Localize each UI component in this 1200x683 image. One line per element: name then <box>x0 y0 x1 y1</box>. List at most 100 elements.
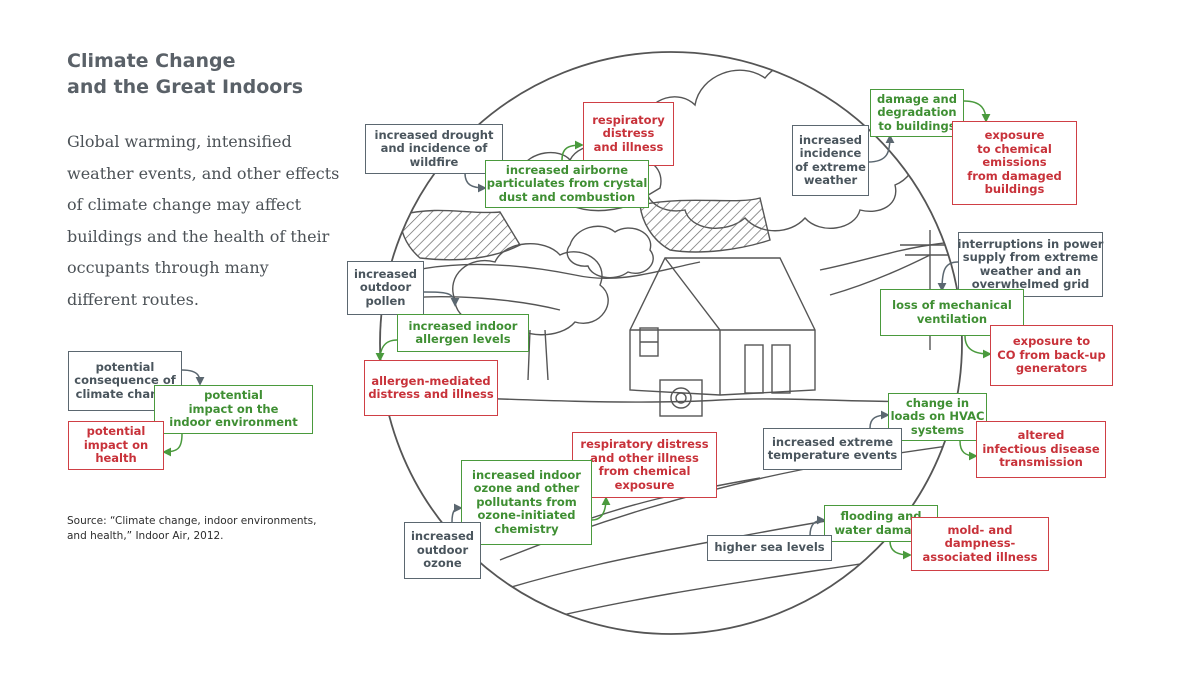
smoke-hatch <box>639 197 771 253</box>
box-line: chemistry <box>494 521 559 536</box>
box-line: damage and <box>877 91 957 106</box>
house-outline <box>629 257 816 396</box>
box-line: to chemical <box>977 141 1052 156</box>
box-line: to buildings <box>878 118 956 133</box>
page-title: Climate Change and the Great Indoors <box>67 48 347 100</box>
allergen-illness-box: allergen-mediated distress and illness <box>364 360 498 416</box>
box-line: systems <box>910 422 965 437</box>
box-line: increased <box>410 529 475 544</box>
tree-shape <box>566 225 654 279</box>
legend-health-box: potential impact on health <box>68 421 164 470</box>
box-line: weather and an <box>979 263 1082 278</box>
arrow-connector <box>964 335 992 359</box>
smoke-hatch <box>399 209 521 261</box>
intro-line: Global warming, intensified <box>67 132 292 151</box>
arrow-connector <box>561 140 584 161</box>
chemical-emissions-box: exposure to chemical emissions from dama… <box>952 121 1077 205</box>
box-line: change in <box>905 395 970 410</box>
arrow-connector <box>423 291 460 307</box>
box-line: outdoor <box>416 542 469 557</box>
arrow-connector <box>889 540 912 560</box>
box-line: temperature events <box>767 448 898 462</box>
extreme-weather-box: increased incidence of extreme weather <box>792 125 869 196</box>
arrows <box>162 100 992 560</box>
box-line: increased drought <box>374 127 494 142</box>
box-line: mold- and <box>947 522 1013 537</box>
box-line: water damage <box>834 522 928 537</box>
box-line: ozone <box>423 556 462 571</box>
co-exposure-box: exposure to CO from back-up generators <box>990 325 1113 386</box>
arrow-connector <box>375 339 398 362</box>
intro-line: occupants through many <box>67 258 269 277</box>
box-line: altered <box>1017 428 1065 443</box>
box-line: loss of mechanical <box>892 298 1012 312</box>
box-line: indoor environment <box>169 415 298 430</box>
box-line: consequence of <box>74 373 176 388</box>
box-line: wildfire <box>409 154 459 169</box>
intro-paragraph: Global warming, intensified weather even… <box>67 126 339 315</box>
box-line: emissions <box>982 155 1047 170</box>
allergen-levels-box: increased indoor allergen levels <box>397 314 529 352</box>
source-line: Source: “Climate change, indoor environm… <box>67 515 317 527</box>
box-line: pollen <box>365 293 406 308</box>
arrow-connector <box>937 261 959 292</box>
ground-line <box>399 394 961 403</box>
box-line: CO from back-up <box>997 347 1106 362</box>
scene-circle <box>379 51 963 635</box>
arrow-connector <box>464 172 487 193</box>
box-line: pollutants from <box>476 494 577 509</box>
arrow-connector <box>869 410 890 429</box>
box-line: health <box>95 451 137 466</box>
hvac-loads-box: change in loads on HVAC systems <box>888 393 987 441</box>
indoor-ozone-box: increased indoor ozone and other polluta… <box>461 460 592 545</box>
box-line: ozone-initiated <box>477 508 576 523</box>
building-damage-box: damage and degradation to buildings <box>870 89 964 137</box>
box-line: from damaged <box>967 168 1062 183</box>
box-line: and illness <box>593 139 664 154</box>
box-line: dampness- <box>944 536 1016 551</box>
box-line: higher sea levels <box>714 540 825 555</box>
power-line <box>819 238 962 271</box>
arrow-connector <box>959 440 978 461</box>
box-line: weather <box>803 173 858 187</box>
box-line: ventilation <box>916 311 988 326</box>
intro-line: of climate change may affect <box>67 195 302 214</box>
box-line: overwhelmed grid <box>971 277 1090 291</box>
box-line: climate change <box>75 386 175 401</box>
chemical-exposure-illness-box: respiratory distress and other illness f… <box>572 432 717 498</box>
box-line: exposure <box>984 128 1045 143</box>
box-line: exposure to <box>1012 334 1091 349</box>
drought-box: increased drought and incidence of wildf… <box>365 124 503 174</box>
box-line: potential <box>204 388 263 403</box>
box-line: transmission <box>999 455 1083 470</box>
source-citation: Source: “Climate change, indoor environm… <box>67 514 327 544</box>
power-line <box>829 254 931 296</box>
box-line: outdoor <box>359 280 412 295</box>
box-line: potential <box>86 424 146 439</box>
title-line: Climate Change <box>67 50 236 72</box>
box-line: particulates from crystal <box>486 176 648 191</box>
source-line: and health,” Indoor Air, 2012. <box>67 530 224 542</box>
box-line: loads on HVAC <box>890 409 985 424</box>
box-line: of extreme <box>795 159 866 174</box>
legend-arrow <box>181 369 205 386</box>
box-line: potential <box>95 359 155 374</box>
box-line: flooding and <box>840 509 922 523</box>
box-line: increased <box>798 132 863 147</box>
box-line: distress and illness <box>368 387 494 401</box>
box-line: increased airborne <box>505 162 629 177</box>
box-line: allergen levels <box>415 332 511 346</box>
box-line: respiratory <box>592 112 665 127</box>
box-line: increased indoor <box>472 467 581 482</box>
house-roof-line <box>630 257 815 395</box>
box-line: supply from extreme <box>962 250 1099 264</box>
box-line: increased indoor <box>408 318 518 333</box>
legend-indoor-box: potential impact on the indoor environme… <box>154 385 313 434</box>
box-line: infectious disease <box>982 441 1100 456</box>
box-line: associated illness <box>922 549 1038 564</box>
intro-line: different routes. <box>67 289 199 309</box>
arrow-connector <box>451 503 463 523</box>
sea-levels-box: higher sea levels <box>707 535 832 561</box>
house-window <box>771 344 791 394</box>
outdoor-ozone-box: increased outdoor ozone <box>404 522 481 579</box>
